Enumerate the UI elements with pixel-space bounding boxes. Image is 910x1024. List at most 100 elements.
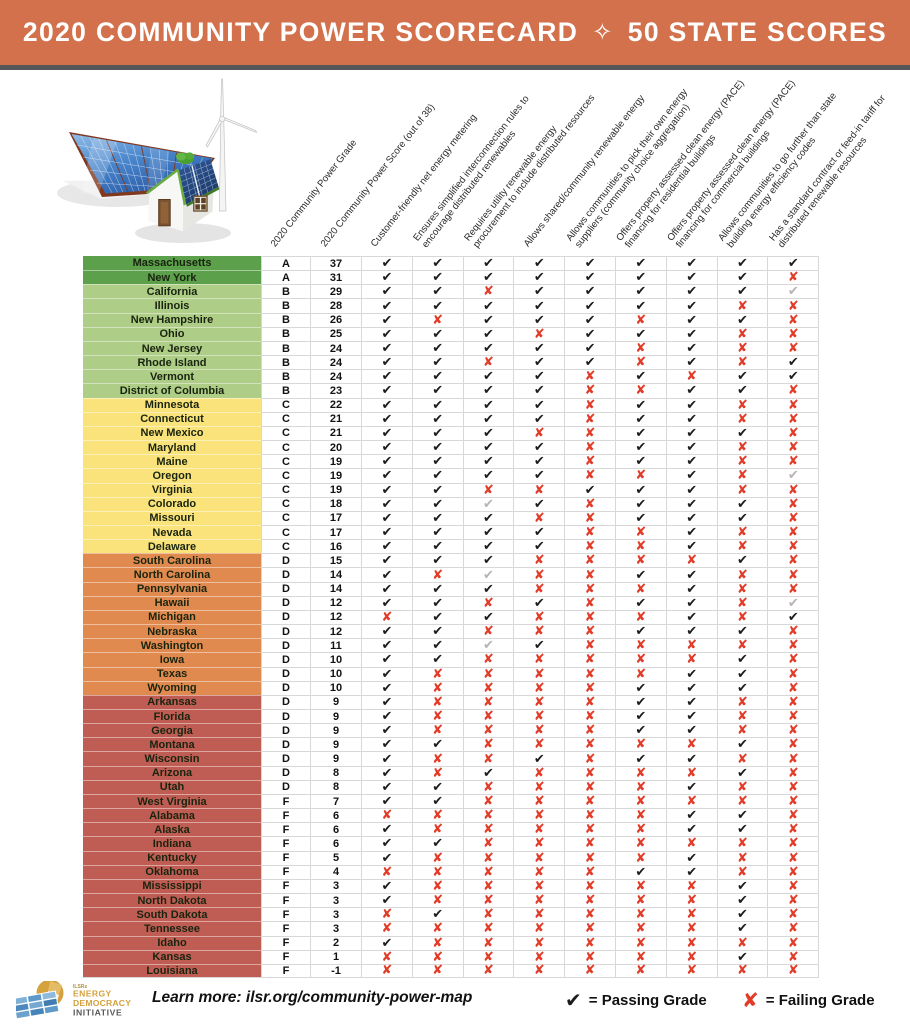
- pass-check-icon: ✔: [514, 411, 566, 426]
- pass-check-icon: ✔: [463, 256, 515, 271]
- pass-check-icon: ✔: [412, 284, 464, 299]
- pass-check-icon: ✔: [412, 609, 464, 625]
- fail-x-icon: ✘: [565, 440, 616, 455]
- logo-line3: INITIATIVE: [73, 1008, 122, 1018]
- partial-check-icon: ✔: [463, 638, 515, 653]
- score-cell: 24: [311, 369, 362, 384]
- pass-check-icon: ✔: [412, 298, 464, 313]
- grade-cell: D: [261, 624, 311, 639]
- fail-x-icon: ✘: [565, 878, 616, 894]
- energy-democracy-initiative-logo: ILSRs ENERGY DEMOCRACY INITIATIVE: [16, 981, 131, 1019]
- grade-cell: D: [261, 609, 311, 625]
- pass-check-icon: ✔: [412, 638, 464, 653]
- score-cell: 9: [311, 694, 362, 709]
- pass-check-icon: ✔: [514, 496, 566, 511]
- roof-panel-divider: [191, 165, 201, 198]
- state-cell: North Dakota: [83, 893, 261, 908]
- state-cell: Arkansas: [83, 694, 261, 709]
- fail-x-icon: ✘: [514, 864, 566, 879]
- fail-x-icon: ✘: [615, 524, 667, 540]
- fail-x-icon: ✘: [463, 694, 515, 709]
- state-cell: Virginia: [83, 482, 261, 497]
- fail-x-icon: ✘: [514, 723, 566, 738]
- fail-x-icon: ✘: [615, 779, 667, 794]
- pass-check-icon: ✔: [717, 822, 769, 837]
- pass-check-icon: ✔: [362, 850, 413, 865]
- state-cell: Michigan: [83, 609, 261, 625]
- pass-check-icon: ✔: [362, 510, 413, 525]
- grade-cell: F: [261, 850, 311, 865]
- fail-x-icon: ✘: [768, 440, 820, 455]
- pass-check-icon: ✔: [463, 468, 515, 483]
- pass-check-icon: ✔: [412, 907, 464, 922]
- pass-check-icon: ✔: [412, 369, 464, 384]
- fail-x-icon: ✘: [463, 595, 515, 610]
- score-cell: 6: [311, 836, 362, 851]
- pass-check-icon: ✔: [666, 411, 718, 426]
- pass-check-icon: ✔: [514, 355, 566, 370]
- pass-check-icon: ✔: [514, 397, 566, 412]
- partial-check-icon: ✔: [768, 468, 820, 483]
- pass-check-icon: ✔: [412, 595, 464, 610]
- grade-cell: C: [261, 468, 311, 483]
- pass-check-icon: ✔: [412, 454, 464, 469]
- pass-check-icon: ✔: [463, 298, 515, 313]
- fail-x-icon: ✘: [615, 468, 667, 483]
- pass-check-icon: ✔: [615, 397, 667, 412]
- score-cell: 29: [311, 284, 362, 299]
- fail-x-icon: ✘: [717, 638, 769, 653]
- state-cell: District of Columbia: [83, 383, 261, 398]
- fail-x-icon: ✘: [514, 737, 566, 752]
- fail-x-icon: ✘: [463, 822, 515, 837]
- pass-check-icon: ✔: [666, 256, 718, 271]
- array-reflection: [81, 137, 117, 194]
- roof-trim-right-rake: [177, 170, 187, 206]
- pass-check-icon: ✔: [463, 454, 515, 469]
- pass-check-icon: ✔: [717, 652, 769, 667]
- score-cell: 1: [311, 949, 362, 964]
- score-cell: 10: [311, 652, 362, 667]
- fail-x-icon: ✘: [768, 949, 820, 964]
- pass-check-icon: ✔: [463, 397, 515, 412]
- fail-x-icon: ✘: [565, 638, 616, 653]
- fail-x-icon: ✘: [565, 595, 616, 610]
- fail-x-icon: ✘: [666, 369, 718, 384]
- pass-check-icon: ✔: [362, 496, 413, 511]
- fail-x-icon: ✘: [615, 836, 667, 851]
- grade-cell: D: [261, 567, 311, 582]
- partial-check-icon: ✔: [768, 284, 820, 299]
- pass-check-icon: ✔: [362, 779, 413, 794]
- fail-x-icon: ✘: [768, 312, 820, 327]
- fail-x-icon: ✘: [514, 666, 566, 681]
- pass-check-icon: ✔: [717, 949, 769, 964]
- state-cell: Idaho: [83, 935, 261, 950]
- pass-check-icon: ✔: [615, 751, 667, 766]
- fail-x-icon: ✘: [768, 553, 820, 568]
- fail-x-icon: ✘: [768, 793, 820, 809]
- state-cell: Ohio: [83, 326, 261, 341]
- fail-x-icon: ✘: [463, 949, 515, 964]
- pass-check-icon: ✔: [615, 496, 667, 511]
- pass-check-icon: ✔: [362, 680, 413, 695]
- pass-check-icon: ✔: [717, 666, 769, 681]
- fail-x-icon: ✘: [565, 524, 616, 540]
- fail-x-icon: ✘: [412, 723, 464, 738]
- pass-check-icon: ✔: [666, 822, 718, 837]
- fail-x-icon: ✘: [615, 850, 667, 865]
- fail-x-icon: ✘: [768, 751, 820, 766]
- grade-cell: F: [261, 822, 311, 837]
- pass-check-icon: ✔: [666, 454, 718, 469]
- grade-cell: C: [261, 454, 311, 469]
- state-cell: Alabama: [83, 808, 261, 823]
- pass-check-icon: ✔: [362, 411, 413, 426]
- fail-x-icon: ✘: [412, 694, 464, 709]
- fail-x-icon: ✘: [565, 850, 616, 865]
- pass-check-icon: ✔: [463, 326, 515, 341]
- score-cell: 9: [311, 737, 362, 752]
- fail-x-icon: ✘: [717, 397, 769, 412]
- pass-check-icon: ✔: [362, 440, 413, 455]
- state-cell: Indiana: [83, 836, 261, 851]
- grade-cell: A: [261, 270, 311, 285]
- pass-check-icon: ✔: [463, 524, 515, 540]
- pass-check-icon: ✔: [717, 553, 769, 568]
